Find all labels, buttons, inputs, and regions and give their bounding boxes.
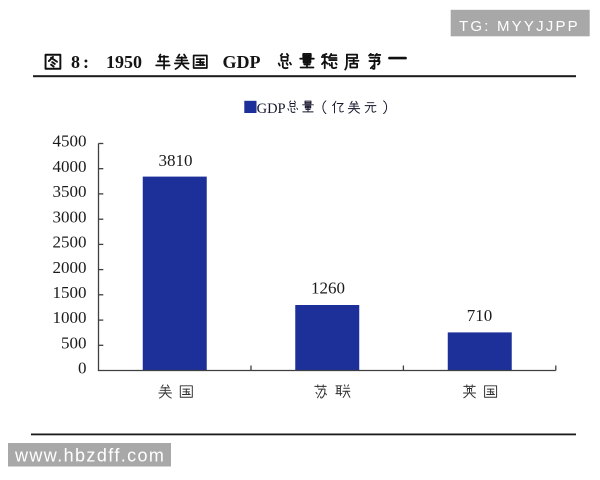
- svg-text:1500: 1500: [53, 283, 87, 302]
- svg-text:3000: 3000: [53, 207, 87, 226]
- svg-text:4500: 4500: [53, 132, 87, 151]
- svg-text:2000: 2000: [53, 258, 87, 277]
- svg-text::: :: [83, 52, 89, 72]
- svg-text:3810: 3810: [159, 151, 193, 170]
- svg-text:TG: MYYJJPP: TG: MYYJJPP: [459, 18, 580, 35]
- svg-text:4000: 4000: [53, 157, 87, 176]
- svg-text:500: 500: [61, 334, 87, 353]
- svg-text:710: 710: [467, 306, 493, 325]
- svg-text:2500: 2500: [53, 233, 87, 252]
- svg-text:0: 0: [78, 359, 87, 378]
- svg-text:GDP: GDP: [223, 52, 261, 72]
- svg-text:1000: 1000: [53, 308, 87, 327]
- svg-text:8: 8: [71, 52, 80, 72]
- svg-text:GDP: GDP: [257, 101, 286, 117]
- svg-text:3500: 3500: [53, 182, 87, 201]
- svg-text:www.hbzdff.com: www.hbzdff.com: [14, 446, 165, 466]
- svg-text:1260: 1260: [311, 279, 345, 298]
- svg-text:1950: 1950: [106, 52, 142, 72]
